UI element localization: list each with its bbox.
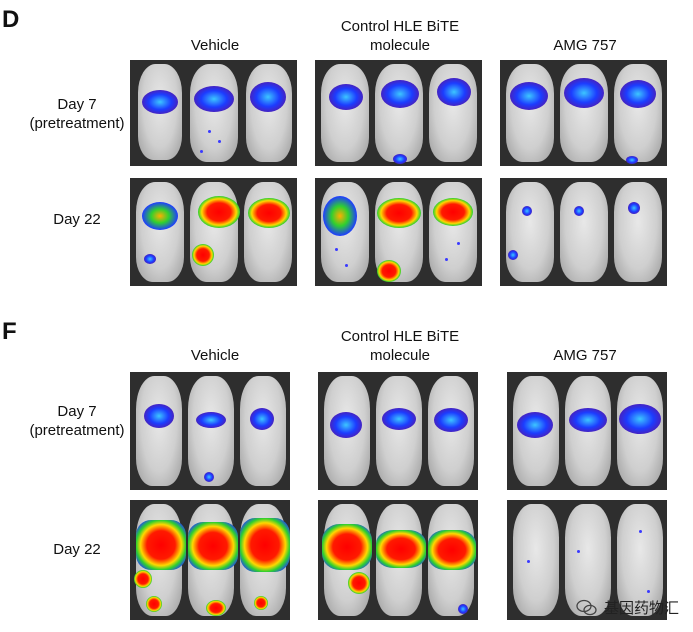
image-f-vehicle-day7: [130, 372, 290, 490]
column-label-control-d: Control HLE BiTE molecule: [340, 18, 460, 54]
image-f-control-day22: [318, 500, 478, 620]
image-d-control-day7: [315, 60, 482, 166]
panel-letter-f: F: [2, 318, 17, 345]
row-label-day7-f: Day 7 (pretreatment): [29, 403, 125, 439]
wechat-icon: [576, 599, 598, 617]
panel-letter-d: D: [2, 6, 20, 33]
image-f-vehicle-day22: [130, 500, 290, 620]
image-d-control-day22: [315, 178, 482, 286]
watermark: 基因药物汇: [576, 597, 679, 618]
image-f-control-day7: [318, 372, 478, 490]
column-label-amg-d: AMG 757: [553, 37, 617, 54]
image-d-vehicle-day22: [130, 178, 297, 286]
watermark-text: 基因药物汇: [603, 600, 679, 617]
column-label-vehicle-d: Vehicle: [190, 37, 240, 54]
image-d-amg-day7: [500, 60, 667, 166]
image-d-vehicle-day7: [130, 60, 297, 166]
image-d-amg-day22: [500, 178, 667, 286]
row-label-day22-d: Day 22: [53, 211, 101, 228]
column-label-vehicle-f: Vehicle: [190, 347, 240, 364]
column-label-control-f: Control HLE BiTE molecule: [340, 328, 460, 364]
image-f-amg-day7: [507, 372, 667, 490]
column-label-amg-f: AMG 757: [553, 347, 617, 364]
row-label-day22-f: Day 22: [53, 541, 101, 558]
row-label-day7-d: Day 7 (pretreatment): [29, 96, 125, 132]
image-f-amg-day22: [507, 500, 667, 620]
